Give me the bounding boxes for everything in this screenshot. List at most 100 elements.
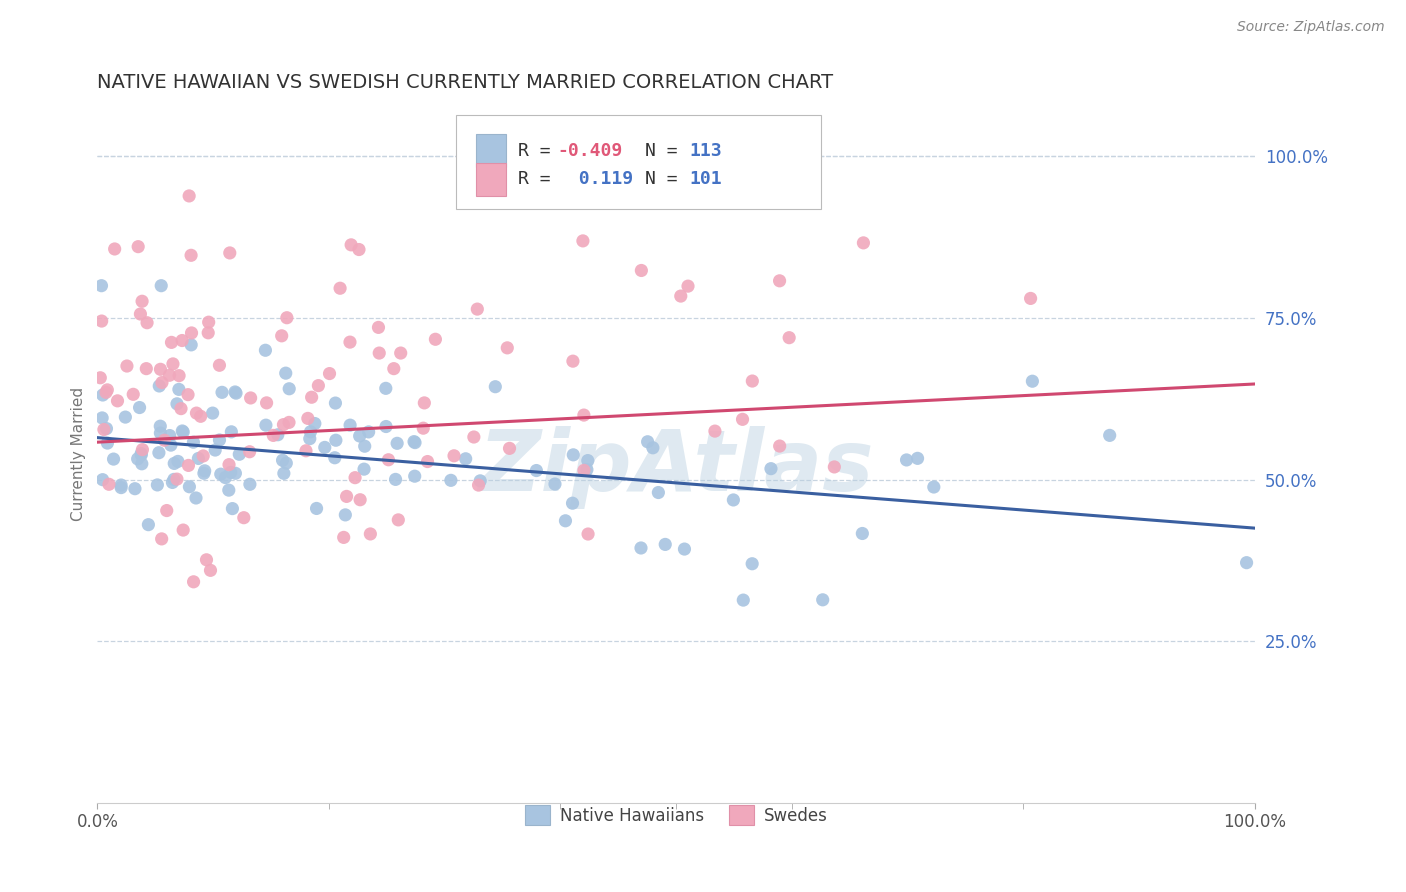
Point bbox=[149, 362, 172, 376]
Point bbox=[114, 410, 136, 425]
Point bbox=[167, 383, 190, 397]
Point bbox=[167, 454, 190, 468]
Point bbox=[172, 424, 194, 438]
Point bbox=[180, 338, 202, 352]
Point bbox=[93, 423, 115, 437]
Point bbox=[278, 416, 301, 430]
Point bbox=[127, 240, 149, 254]
Point bbox=[298, 432, 321, 446]
Point bbox=[221, 425, 243, 439]
Point bbox=[274, 366, 297, 380]
Point bbox=[267, 427, 290, 442]
Point bbox=[823, 459, 845, 474]
Text: 0.119: 0.119 bbox=[557, 170, 633, 188]
Point bbox=[561, 354, 583, 368]
Point bbox=[299, 425, 322, 439]
Point bbox=[167, 368, 190, 383]
Point bbox=[733, 593, 755, 607]
Point bbox=[166, 397, 188, 411]
Point bbox=[131, 457, 153, 471]
Point bbox=[225, 386, 247, 401]
Point bbox=[575, 463, 598, 477]
Point bbox=[107, 393, 129, 408]
Point bbox=[91, 411, 114, 425]
Point bbox=[307, 378, 329, 392]
Point bbox=[160, 335, 183, 350]
Point bbox=[124, 482, 146, 496]
Point bbox=[177, 387, 200, 401]
Point bbox=[166, 472, 188, 486]
Point bbox=[387, 513, 409, 527]
Point bbox=[254, 343, 277, 358]
Point bbox=[127, 451, 149, 466]
Point bbox=[273, 467, 295, 481]
Point bbox=[367, 320, 389, 334]
Point bbox=[413, 396, 436, 410]
Point bbox=[159, 428, 181, 442]
Point bbox=[498, 442, 520, 456]
Point bbox=[194, 464, 217, 478]
Point bbox=[359, 527, 381, 541]
Point bbox=[572, 463, 595, 477]
Point bbox=[94, 385, 117, 400]
Point bbox=[811, 592, 834, 607]
Point bbox=[402, 434, 425, 449]
FancyBboxPatch shape bbox=[475, 162, 506, 196]
Point bbox=[896, 453, 918, 467]
Point bbox=[115, 359, 138, 373]
Point bbox=[1019, 292, 1042, 306]
Point bbox=[149, 425, 172, 440]
Point bbox=[193, 467, 215, 481]
Point bbox=[778, 331, 800, 345]
Point bbox=[172, 523, 194, 537]
Point bbox=[329, 281, 352, 295]
Point bbox=[377, 452, 399, 467]
Point bbox=[129, 448, 152, 462]
Point bbox=[138, 517, 160, 532]
Point bbox=[301, 390, 323, 404]
Point bbox=[384, 472, 406, 486]
Point bbox=[278, 382, 301, 396]
Point bbox=[496, 341, 519, 355]
Point bbox=[254, 418, 277, 433]
Point bbox=[852, 235, 875, 250]
Point bbox=[669, 289, 692, 303]
Point bbox=[224, 467, 246, 481]
Legend: Native Hawaiians, Swedes: Native Hawaiians, Swedes bbox=[516, 797, 837, 833]
Point bbox=[170, 401, 193, 416]
Point bbox=[228, 447, 250, 461]
Point bbox=[703, 424, 725, 438]
Point bbox=[156, 503, 179, 517]
Point bbox=[197, 326, 219, 340]
Point bbox=[572, 408, 595, 422]
Point bbox=[654, 537, 676, 551]
Point bbox=[179, 480, 201, 494]
Point bbox=[443, 449, 465, 463]
Point bbox=[262, 428, 284, 442]
Point bbox=[467, 478, 489, 492]
Point bbox=[270, 328, 292, 343]
Text: R =: R = bbox=[517, 142, 561, 160]
Point bbox=[484, 380, 506, 394]
Point bbox=[208, 359, 231, 373]
Point bbox=[759, 461, 782, 475]
Point bbox=[239, 477, 262, 491]
Point bbox=[163, 472, 186, 486]
Point bbox=[305, 501, 328, 516]
Text: NATIVE HAWAIIAN VS SWEDISH CURRENTLY MARRIED CORRELATION CHART: NATIVE HAWAIIAN VS SWEDISH CURRENTLY MAR… bbox=[97, 73, 834, 92]
Point bbox=[412, 421, 434, 435]
Point bbox=[110, 481, 132, 495]
Point bbox=[96, 436, 118, 450]
Point bbox=[576, 453, 599, 467]
Point bbox=[150, 376, 173, 390]
Text: 113: 113 bbox=[689, 142, 721, 160]
Point bbox=[374, 381, 396, 395]
Point bbox=[90, 278, 112, 293]
Point bbox=[91, 473, 114, 487]
Point bbox=[160, 438, 183, 452]
Point bbox=[425, 332, 447, 346]
Point bbox=[184, 491, 207, 505]
Point bbox=[159, 368, 181, 383]
Text: -0.409: -0.409 bbox=[557, 142, 623, 160]
Point bbox=[922, 480, 945, 494]
